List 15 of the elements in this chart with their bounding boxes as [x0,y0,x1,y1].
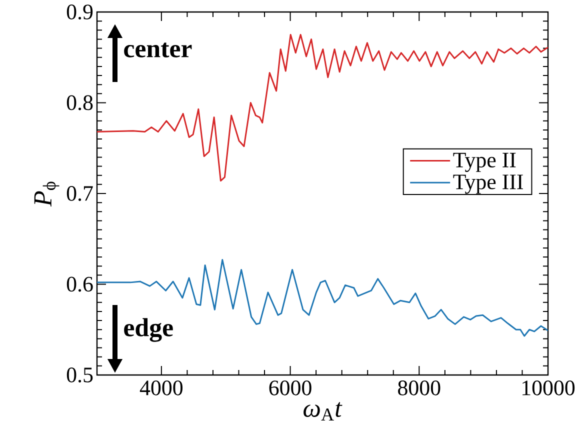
x-tick-label: 4000 [140,380,183,396]
annotation: center [124,42,192,58]
y-tick-label: 0.8 [66,95,93,110]
y-tick-label: 0.5 [66,368,93,382]
x-axis-title: ω$_{A}$t [304,402,342,420]
annotation: edge [124,318,173,342]
y-tick-label: 0.6 [66,276,93,292]
y-tick-label: 0.9 [66,4,93,20]
legend-label: Type III [453,174,523,194]
y-axis-title: P$_{ϕ}$ [34,182,60,207]
y-tick-label: 0.7 [66,186,93,201]
legend-label: Type II [453,152,516,172]
x-tick-label: 8000 [398,380,440,396]
x-tick-label: 10000 [522,380,575,396]
x-tick-label: 6000 [269,380,312,396]
